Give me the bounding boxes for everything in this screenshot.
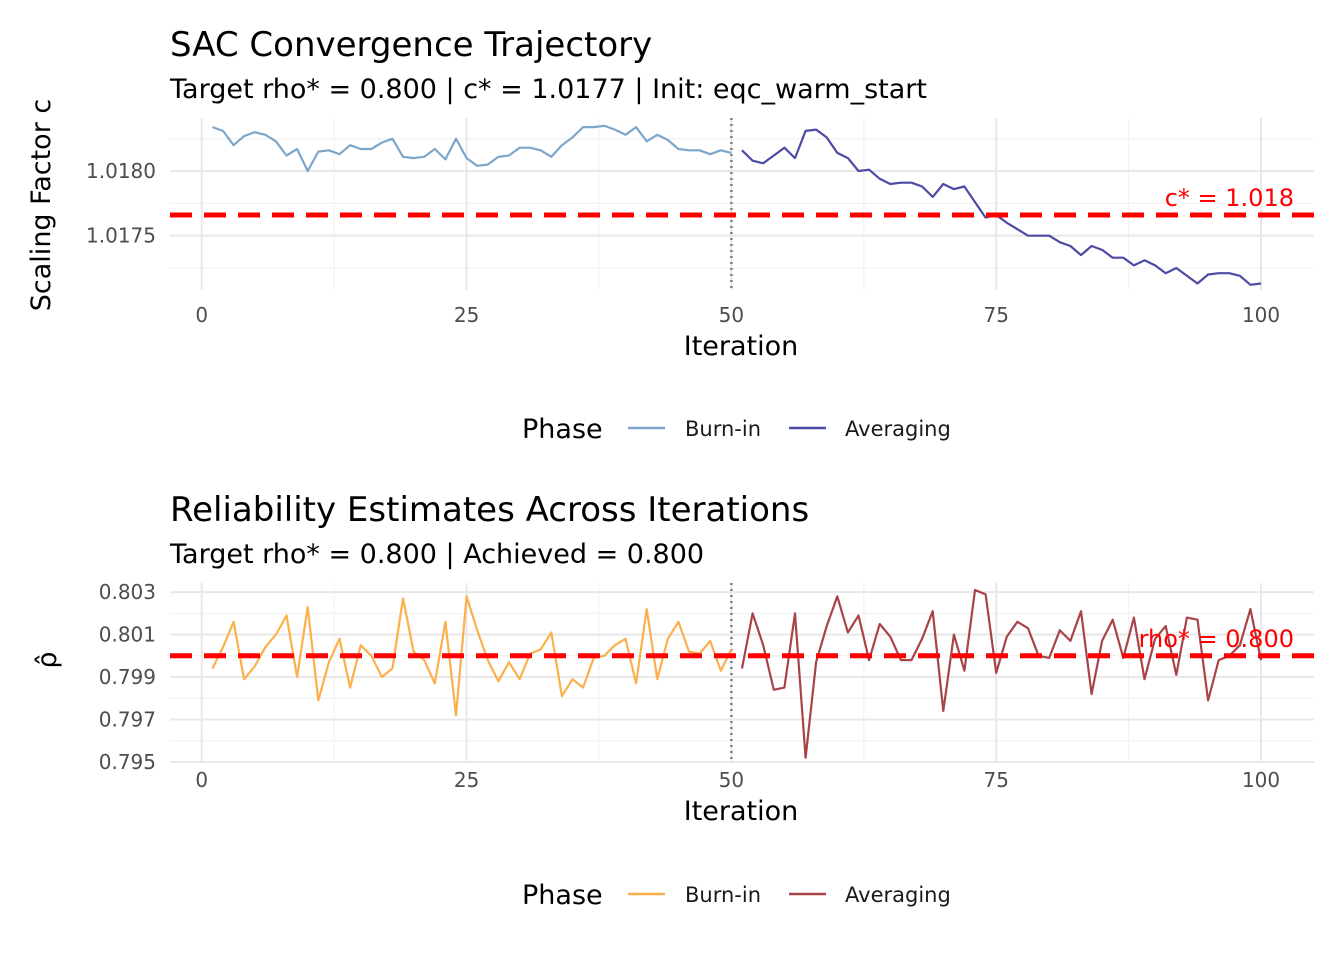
chart-subtitle: Target rho* = 0.800 | c* = 1.0177 | Init… — [169, 74, 927, 105]
plot-grid — [170, 583, 1314, 763]
x-tick-label: 50 — [719, 303, 744, 327]
series-line-averaging — [740, 588, 1263, 759]
y-tick-label: 1.0175 — [86, 224, 156, 248]
legend-label-averaging: Averaging — [845, 417, 951, 441]
y-tick-label: 0.797 — [99, 707, 156, 731]
x-tick-label: 100 — [1242, 303, 1280, 327]
x-tick-label: 100 — [1242, 768, 1280, 792]
x-tick-labels: 0 25 50 75 100 — [195, 303, 1280, 327]
x-tick-label: 75 — [983, 303, 1008, 327]
plot-grid — [170, 118, 1314, 290]
y-tick-label: 1.0180 — [86, 159, 156, 183]
series-line-averaging — [741, 128, 1262, 286]
x-tick-label: 0 — [195, 303, 208, 327]
y-axis-title: Scaling Factor c — [26, 99, 57, 311]
legend-title: Phase — [522, 414, 603, 445]
legend-label-burn-in: Burn-in — [685, 417, 761, 441]
series-line-burn-in — [211, 595, 733, 717]
y-tick-label: 0.801 — [99, 623, 156, 647]
y-axis-title: ρ̂ — [32, 651, 63, 668]
series-lines — [212, 124, 1262, 286]
reference-label: rho* = 0.800 — [1139, 625, 1294, 653]
y-tick-labels: 1.0175 1.0180 — [86, 159, 156, 248]
x-axis-title: Iteration — [684, 796, 799, 827]
legend-label-burn-in: Burn-in — [685, 883, 761, 907]
reference-label: c* = 1.018 — [1165, 184, 1294, 212]
x-tick-label: 50 — [719, 768, 744, 792]
x-axis-title: Iteration — [684, 331, 799, 362]
y-tick-labels: 0.795 0.797 0.799 0.801 0.803 — [99, 580, 156, 774]
x-tick-label: 0 — [195, 768, 208, 792]
series-line-burn-in — [212, 124, 732, 173]
x-tick-label: 75 — [983, 768, 1008, 792]
legend-title: Phase — [522, 880, 603, 911]
series-lines — [211, 588, 1263, 759]
x-tick-label: 25 — [454, 768, 479, 792]
sac-convergence-panel: SAC Convergence Trajectory Target rho* =… — [26, 25, 1314, 445]
x-tick-labels: 0 25 50 75 100 — [195, 768, 1280, 792]
legend: Phase Burn-in Averaging — [522, 880, 951, 911]
y-tick-label: 0.803 — [99, 580, 156, 604]
y-tick-label: 0.799 — [99, 665, 156, 689]
reliability-panel: Reliability Estimates Across Iterations … — [32, 490, 1314, 911]
chart-subtitle: Target rho* = 0.800 | Achieved = 0.800 — [169, 539, 704, 570]
chart-title: SAC Convergence Trajectory — [170, 25, 652, 65]
legend: Phase Burn-in Averaging — [522, 414, 951, 445]
legend-label-averaging: Averaging — [845, 883, 951, 907]
y-tick-label: 0.795 — [99, 750, 156, 774]
chart-title: Reliability Estimates Across Iterations — [170, 490, 809, 530]
x-tick-label: 25 — [454, 303, 479, 327]
